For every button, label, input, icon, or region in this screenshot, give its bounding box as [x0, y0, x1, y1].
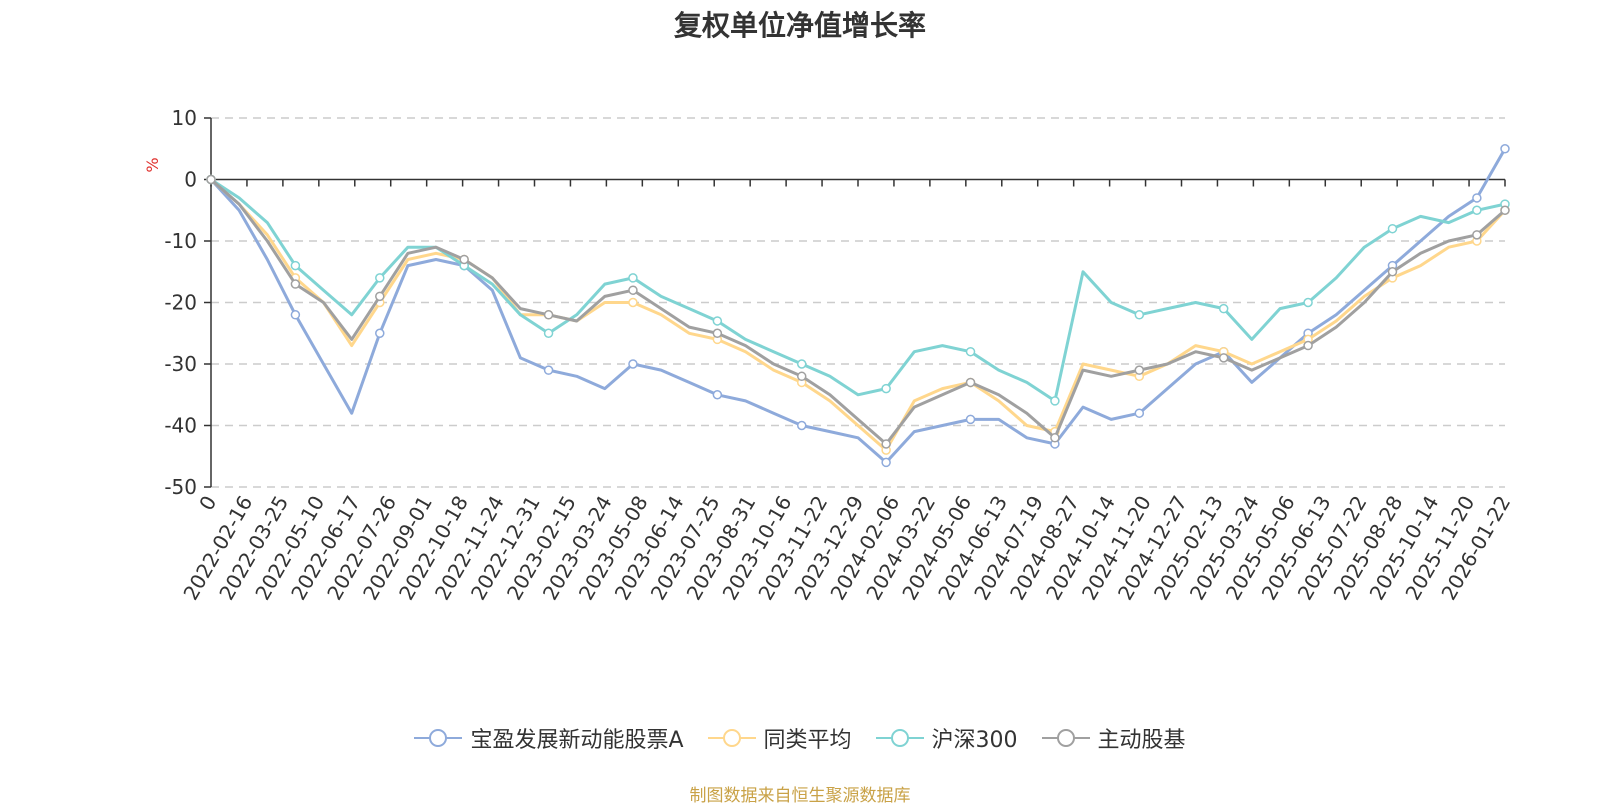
series-3-point-0 [206, 174, 216, 185]
series-3-point-45 [1472, 230, 1482, 240]
legend: 宝盈发展新动能股票A 同类平均 沪深300 主动股基 [0, 722, 1600, 754]
series-0-point-21 [796, 420, 807, 431]
y-tick-label-0: 10 [172, 106, 197, 130]
series-2-point-21 [796, 359, 807, 369]
series-1-point-15 [628, 297, 638, 308]
chart-title: 复权单位净值增长率 [673, 9, 926, 42]
series-line-0 [209, 148, 1507, 464]
series-3-point-36 [1218, 353, 1229, 363]
series-2-point-12 [543, 328, 554, 338]
series-0-point-45 [1472, 193, 1482, 203]
series-2-point-24 [881, 383, 891, 394]
series-3-point-39 [1303, 340, 1313, 351]
series-3-point-12 [543, 310, 554, 320]
legend-swatch-0 [414, 729, 463, 747]
axes: 100-10-20-30-40-5002022-02-162022-03-252… [164, 106, 1515, 604]
series-3-point-3 [290, 279, 301, 289]
legend-swatch-2 [875, 729, 924, 747]
series-0-point-18 [712, 390, 723, 400]
series-0-point-12 [543, 365, 554, 375]
legend-label-3: 主动股基 [1097, 728, 1186, 753]
series-3-point-24 [881, 439, 891, 449]
series-2-point-27 [965, 346, 976, 357]
series-3-point-27 [965, 377, 976, 388]
series-2-point-36 [1218, 303, 1229, 314]
y-tick-label-6: -50 [164, 475, 197, 499]
series-3-point-6 [375, 291, 385, 302]
legend-swatch-3 [1041, 729, 1090, 747]
series-line-3 [210, 178, 1506, 446]
series-2-point-45 [1472, 205, 1482, 215]
series-line-2 [210, 178, 1506, 403]
series-0-point-6 [375, 328, 385, 338]
grid [211, 117, 1505, 488]
series-3-point-18 [712, 328, 723, 338]
series-3-point-21 [796, 371, 807, 382]
series-3-point-9 [459, 254, 469, 265]
series-2-point-30 [1050, 396, 1060, 406]
legend-item-0[interactable]: 宝盈发展新动能股票A [414, 722, 684, 754]
y-tick-label-1: 0 [184, 168, 197, 192]
series-2-point-6 [375, 273, 385, 283]
series-0-point-24 [881, 457, 891, 468]
series-0-point-33 [1134, 408, 1145, 418]
series-2-point-3 [290, 260, 301, 271]
series-2-point-18 [712, 316, 723, 326]
y-tick-label-4: -30 [164, 352, 197, 376]
series-0-point-3 [290, 310, 301, 320]
source-note: 制图数据来自恒生聚源数据库 [689, 786, 911, 806]
y-tick-label-5: -40 [164, 414, 197, 438]
series-2-point-39 [1303, 297, 1313, 308]
series-3-point-33 [1134, 365, 1145, 375]
series-0-point-27 [965, 414, 976, 425]
legend-label-0: 宝盈发展新动能股票A [470, 728, 684, 753]
series-0-point-15 [628, 359, 638, 369]
series-3-point-46 [1500, 205, 1510, 215]
legend-item-2[interactable]: 沪深300 [875, 722, 1018, 754]
series-2-point-15 [628, 273, 638, 283]
legend-item-3[interactable]: 主动股基 [1041, 722, 1186, 754]
series-2-point-33 [1134, 310, 1145, 320]
series-3-point-30 [1050, 433, 1060, 443]
series-0-point-46 [1500, 144, 1510, 154]
legend-label-1: 同类平均 [763, 728, 852, 753]
legend-item-1[interactable]: 同类平均 [707, 722, 852, 754]
x-tick-label-0: 0 [194, 492, 221, 515]
y-tick-label-3: -20 [164, 291, 197, 315]
series-group [206, 144, 1510, 468]
legend-label-2: 沪深300 [931, 728, 1018, 753]
series-line-1 [210, 178, 1507, 452]
series-3-point-15 [628, 285, 638, 295]
series-3-point-42 [1387, 267, 1398, 277]
y-axis-label: % [143, 157, 162, 172]
legend-swatch-1 [707, 729, 756, 747]
series-2-point-42 [1387, 223, 1398, 234]
y-tick-label-2: -10 [164, 229, 197, 253]
